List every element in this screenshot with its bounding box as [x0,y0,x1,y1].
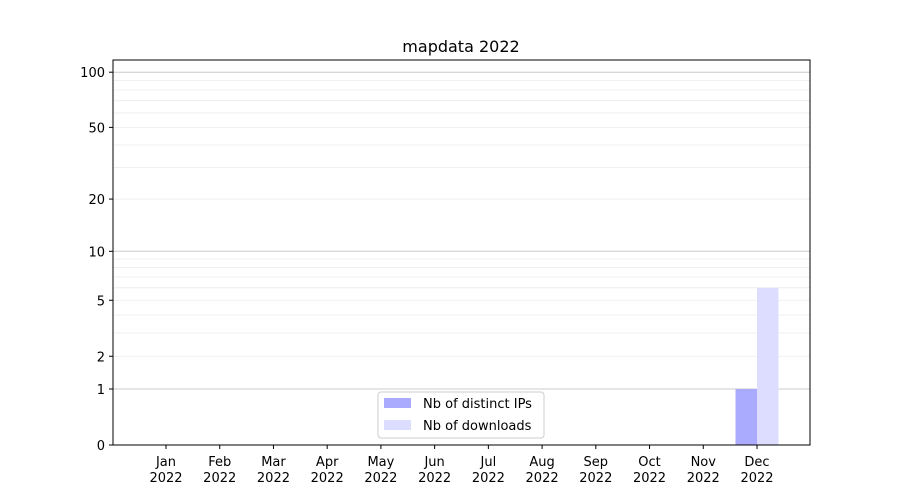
y-tick-label: 1 [97,383,105,398]
x-tick-label: Apr 2022 [311,455,344,486]
legend [377,391,545,439]
x-tick-label: Dec 2022 [740,455,773,486]
y-tick-label: 50 [88,121,105,136]
y-tick-label: 10 [88,245,105,260]
x-tick-label: Feb 2022 [203,455,236,486]
y-tick-label: 5 [97,294,105,309]
x-tick-label: Jun 2022 [418,455,451,486]
chart-title: mapdata 2022 [402,37,519,56]
legend-label: Nb of downloads [423,419,532,434]
x-tick-label: Jul 2022 [472,455,505,486]
x-tick-label: May 2022 [364,455,397,486]
y-tick-label: 100 [80,66,105,81]
legend-label: Nb of distinct IPs [423,397,532,412]
x-tick-label: Mar 2022 [257,455,290,486]
legend-swatch [384,420,411,430]
x-tick-label: Sep 2022 [579,455,612,486]
bar-distinct-ips [735,389,757,445]
y-tick-label: 20 [88,193,105,208]
bar-downloads [757,287,779,445]
plot-frame [112,59,811,446]
y-tick-label: 0 [97,439,105,454]
y-tick-label: 2 [97,350,105,365]
x-tick-label: Nov 2022 [687,455,720,486]
x-tick-label: Aug 2022 [526,455,559,486]
legend-swatch [384,398,411,408]
x-tick-label: Oct 2022 [633,455,666,486]
x-tick-label: Jan 2022 [149,455,182,486]
